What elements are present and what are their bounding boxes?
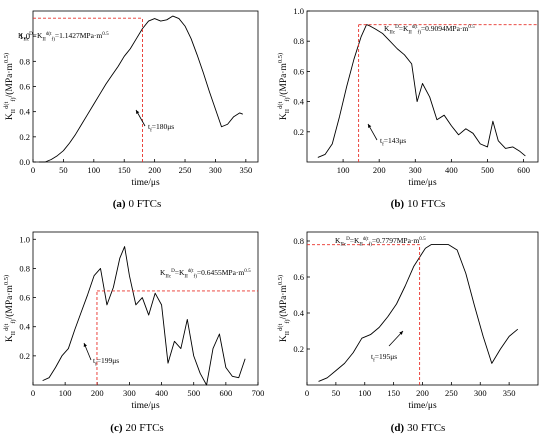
y-tick-label: 0.8 bbox=[293, 36, 304, 46]
panel-letter: (a) bbox=[113, 198, 126, 210]
y-tick-label: 0.4 bbox=[293, 97, 304, 107]
y-axis-label: KIId(tf)/(MPa·m0.5)​ bbox=[3, 275, 17, 342]
chart-panel-1: 0 50 100 150 200 250 300 350 0.0 0.2 0.4 0.6 0.8 1.0 t… bbox=[3, 10, 259, 210]
y-tick-label: 0.4 bbox=[19, 107, 30, 117]
y-tick-label: 0.0 bbox=[19, 157, 30, 167]
panel-letter: (d) bbox=[391, 422, 405, 434]
y-axis-label-group: KIId(tf)/(MPa·m0.5)​ bbox=[277, 275, 291, 342]
x-tick-label: 400 bbox=[155, 388, 168, 398]
y-axis-label: KIId(tf)/(MPa·m0.5)​ bbox=[3, 53, 17, 120]
chart-panel-4: 0 50 100 150 200 250 300 350 0.2 0.4 0.6 0.8 time/μs… bbox=[277, 231, 539, 434]
x-tick-label: 100 bbox=[87, 165, 100, 175]
critical-time-annotation: tf=199μs bbox=[93, 356, 119, 367]
x-tick-label: 300 bbox=[123, 388, 136, 398]
plot-frame bbox=[306, 231, 539, 386]
x-tick-label: 100 bbox=[59, 388, 72, 398]
y-tick-label: 1.0 bbox=[293, 6, 304, 16]
series-line bbox=[39, 15, 243, 163]
x-tick-label: 200 bbox=[416, 388, 429, 398]
x-tick-label: 300 bbox=[409, 165, 422, 175]
x-tick-label: 250 bbox=[445, 388, 458, 398]
x-tick-label: 700 bbox=[252, 388, 265, 398]
x-tick-label: 150 bbox=[387, 388, 400, 398]
critical-time-annotation: tf=143μs bbox=[380, 136, 406, 147]
y-tick-label: 0.6 bbox=[19, 82, 30, 92]
critical-time-annotation: tf=180μs bbox=[148, 122, 174, 133]
x-tick-label: 300 bbox=[209, 165, 222, 175]
panel-letter: (c) bbox=[110, 422, 123, 434]
chart-panel-2: 100 200 300 400 500 600 0.2 0.4 0.6 0.8 1.0 time/μs… bbox=[277, 6, 539, 210]
x-tick-label: 200 bbox=[373, 165, 386, 175]
panel-caption-text: 20 FTCs bbox=[126, 422, 164, 434]
y-tick-label: 0.4 bbox=[293, 308, 304, 318]
y-tick-label: 0.8 bbox=[293, 236, 304, 246]
arrow-head-icon bbox=[399, 331, 403, 335]
x-tick-label: 400 bbox=[445, 165, 458, 175]
y-tick-label: 0.6 bbox=[293, 272, 304, 282]
y-tick-label: 1.0 bbox=[19, 234, 30, 244]
x-tick-label: 0 bbox=[305, 388, 309, 398]
x-tick-label: 0 bbox=[31, 388, 35, 398]
panel-caption-text: 10 FTCs bbox=[407, 198, 445, 210]
x-axis-label: time/μs bbox=[408, 178, 437, 188]
series-line bbox=[317, 24, 526, 158]
x-tick-label: 500 bbox=[481, 165, 494, 175]
arrow-head-icon bbox=[136, 110, 140, 114]
series-line bbox=[42, 246, 246, 386]
x-tick-label: 200 bbox=[148, 165, 161, 175]
critical-value-annotation: KIIcD=KIId(tf)=1.1427MPa·m0.5​ bbox=[18, 30, 109, 42]
critical-value-annotation: KIIcD=KIId(tf)=0.6455MPa·m0.5​ bbox=[160, 267, 251, 279]
y-axis-label-group: KIId(tf)/(MPa·m0.5)​ bbox=[3, 275, 17, 342]
y-tick-label: 0.6 bbox=[19, 293, 30, 303]
x-tick-label: 600 bbox=[517, 165, 530, 175]
x-axis-label: time/μs bbox=[408, 401, 437, 411]
x-tick-label: 100 bbox=[358, 388, 371, 398]
x-tick-label: 50 bbox=[332, 388, 341, 398]
panel-caption: (b) 10 FTCs bbox=[391, 198, 446, 210]
y-tick-label: 0.2 bbox=[293, 127, 304, 137]
x-tick-label: 150 bbox=[118, 165, 131, 175]
y-axis-label: KIId(tf)/(MPa·m0.5)​ bbox=[277, 53, 291, 120]
x-tick-label: 0 bbox=[31, 165, 35, 175]
y-axis-label: KIId(tf)/(MPa·m0.5)​ bbox=[277, 275, 291, 342]
x-tick-label: 200 bbox=[91, 388, 104, 398]
x-axis-label: time/μs bbox=[131, 178, 160, 188]
y-tick-label: 0.2 bbox=[293, 344, 304, 354]
critical-time-annotation: tf=195μs bbox=[371, 352, 397, 363]
x-tick-label: 350 bbox=[503, 388, 516, 398]
y-axis-label-group: KIId(tf)/(MPa·m0.5)​ bbox=[277, 53, 291, 120]
panel-caption: (c) 20 FTCs bbox=[110, 422, 163, 434]
y-tick-label: 0.4 bbox=[19, 322, 30, 332]
panel-caption-text: 0 FTCs bbox=[129, 198, 162, 210]
critical-value-annotation: KIIcD=KIId(tf)=0.7797MPa·m0.5​ bbox=[335, 235, 426, 247]
y-axis-label-group: KIId(tf)/(MPa·m0.5)​ bbox=[3, 53, 17, 120]
x-tick-label: 600 bbox=[219, 388, 232, 398]
series-line bbox=[318, 244, 519, 382]
panel-letter: (b) bbox=[391, 198, 405, 210]
plot-frame bbox=[306, 10, 539, 163]
arrow-head-icon bbox=[368, 124, 372, 128]
x-tick-label: 250 bbox=[179, 165, 192, 175]
y-tick-label: 0.8 bbox=[19, 56, 30, 66]
panel-caption: (a) 0 FTCs bbox=[113, 198, 162, 210]
x-axis-label: time/μs bbox=[131, 401, 160, 411]
y-tick-label: 0.2 bbox=[19, 132, 30, 142]
x-tick-label: 300 bbox=[474, 388, 487, 398]
y-tick-label: 1.0 bbox=[19, 31, 30, 41]
y-tick-label: 0.8 bbox=[19, 263, 30, 273]
arrow-head-icon bbox=[83, 343, 87, 347]
x-tick-label: 50 bbox=[59, 165, 68, 175]
x-tick-label: 350 bbox=[239, 165, 252, 175]
y-tick-label: 0.2 bbox=[19, 351, 30, 361]
plot-frame bbox=[32, 231, 259, 386]
x-tick-label: 500 bbox=[187, 388, 200, 398]
panel-caption-text: 30 FTCs bbox=[407, 422, 445, 434]
x-tick-label: 100 bbox=[337, 165, 350, 175]
chart-panel-3: 0 100 200 300 400 500 600 700 0.2 0.4 0.6 0.8 1.0 tim… bbox=[3, 231, 265, 434]
panel-caption: (d) 30 FTCs bbox=[391, 422, 446, 434]
critical-value-annotation: KIIcD=KIId(tf)=0.9094MPa·m0.5​ bbox=[384, 23, 475, 35]
y-tick-label: 0.6 bbox=[293, 66, 304, 76]
